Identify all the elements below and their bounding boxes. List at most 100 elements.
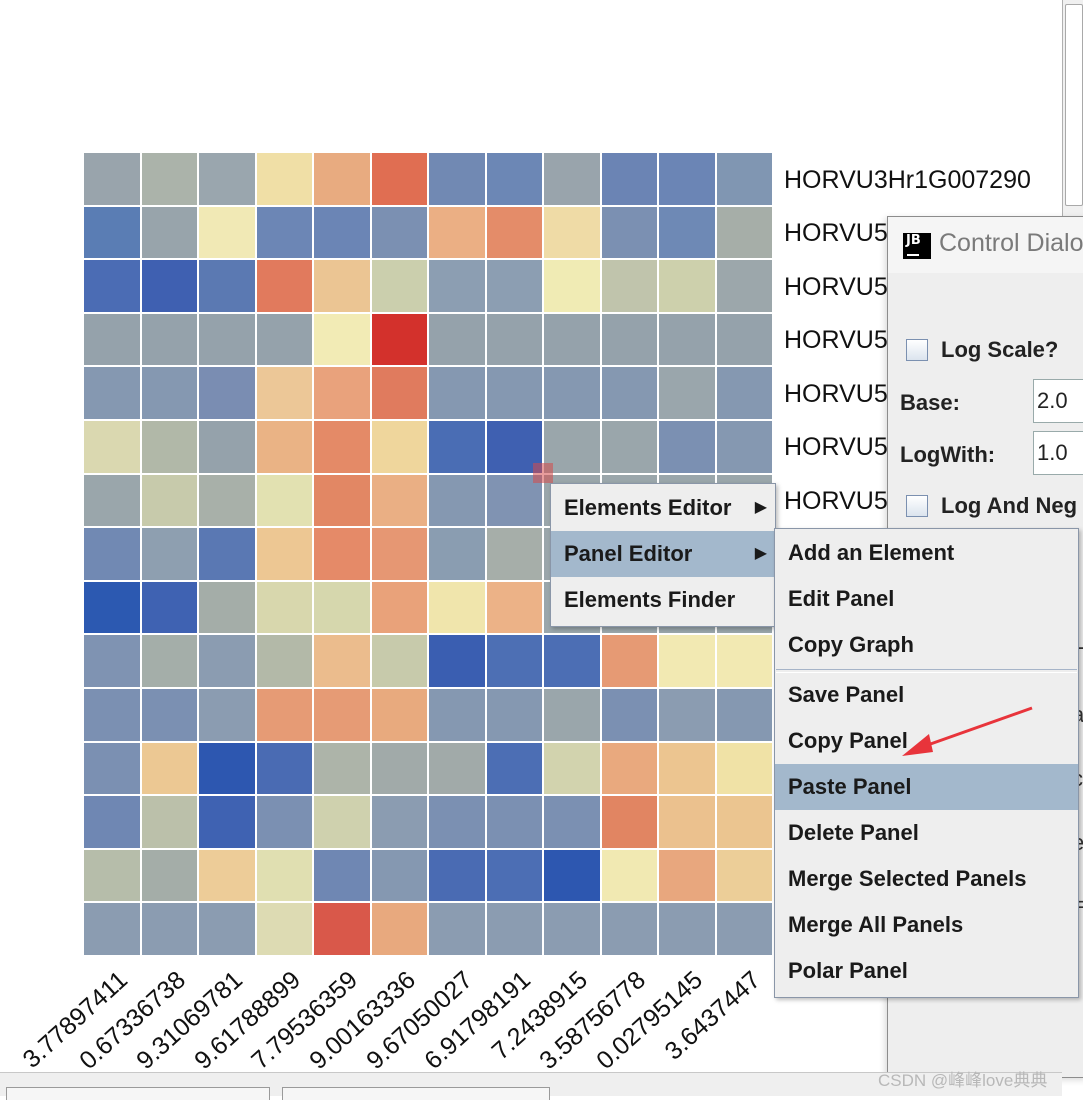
heatmap-cell [141,206,197,259]
logwith-input[interactable]: 1.0 [1033,431,1083,475]
menu-item-merge-all-panels[interactable]: Merge All Panels [775,902,1078,948]
dialog-title: Control Dialo [939,229,1083,257]
heatmap-cell [486,796,542,848]
bottom-tab[interactable] [282,1087,550,1100]
heatmap-cell [659,742,715,795]
heatmap-cell [486,742,542,795]
heatmap-cell [601,742,657,795]
menu-item-label: Elements Editor [564,495,732,520]
heatmap-cell [716,367,772,419]
heatmap-cell [544,206,600,259]
heatmap-cell [601,421,657,473]
row-label: HORVU5 [784,487,888,515]
heatmap-cell [601,796,657,848]
bottom-tab[interactable] [6,1087,270,1100]
heatmap-cell [84,796,140,848]
heatmap-cell [601,635,657,687]
heatmap-cell [84,742,140,795]
heatmap-cell [371,689,427,741]
base-input[interactable]: 2.0 [1033,379,1083,423]
heatmap-cell [716,206,772,259]
menu-item-save-panel[interactable]: Save Panel [775,672,1078,718]
heatmap-cell [314,528,370,580]
heatmap-cell [256,849,312,902]
heatmap-cell [256,689,312,741]
menu-item-elements-finder[interactable]: Elements Finder [551,577,775,623]
heatmap-cell [486,528,542,580]
selection-marker [533,463,553,483]
heatmap-cell [659,849,715,902]
heatmap-cell [601,206,657,259]
heatmap-cell [314,903,370,955]
heatmap-cell [256,581,312,634]
base-label: Base: [900,390,960,415]
menu-item-merge-selected-panels[interactable]: Merge Selected Panels [775,856,1078,902]
heatmap-cell [84,421,140,473]
watermark: CSDN @峰峰love典典 [878,1071,1048,1090]
heatmap-cell [84,367,140,419]
panel-editor-submenu: Add an Element Edit Panel Copy Graph Sav… [774,528,1079,998]
dialog-titlebar[interactable]: JB Control Dialo [888,217,1083,273]
heatmap-cell [601,153,657,205]
heatmap-cell [256,742,312,795]
menu-item-add-element[interactable]: Add an Element [775,530,1078,576]
menu-item-paste-panel[interactable]: Paste Panel [775,764,1078,810]
heatmap-cell [429,313,485,366]
menu-item-polar-panel[interactable]: Polar Panel [775,948,1078,994]
heatmap-cell [659,689,715,741]
heatmap-cell [256,153,312,205]
heatmap-cell [84,528,140,580]
heatmap-cell [199,153,255,205]
heatmap-cell [199,581,255,634]
menu-item-edit-panel[interactable]: Edit Panel [775,576,1078,622]
heatmap-cell [199,689,255,741]
heatmap-cell [314,796,370,848]
heatmap-cell [314,474,370,527]
heatmap-cell [84,689,140,741]
heatmap-cell [84,849,140,902]
heatmap-cell [486,206,542,259]
context-menu: Elements Editor ▶ Panel Editor ▶ Element… [550,483,776,627]
heatmap-cell [429,635,485,687]
menu-item-label: Add an Element [788,540,955,565]
heatmap-cell [429,421,485,473]
heatmap-cell [486,581,542,634]
heatmap-cell [199,528,255,580]
heatmap-cell [601,367,657,419]
menu-item-copy-panel[interactable]: Copy Panel [775,718,1078,764]
heatmap-cell [141,421,197,473]
menu-item-elements-editor[interactable]: Elements Editor ▶ [551,485,775,531]
heatmap-cell [486,313,542,366]
heatmap-cell [486,367,542,419]
heatmap-cell [716,903,772,955]
heatmap-cell [429,153,485,205]
scrollbar-thumb[interactable] [1065,4,1083,206]
row-label: HORVU5 [784,219,888,247]
log-scale-checkbox[interactable] [906,339,928,361]
heatmap-cell [371,421,427,473]
heatmap-cell [314,421,370,473]
menu-item-copy-graph[interactable]: Copy Graph [775,622,1078,668]
heatmap-cell [314,313,370,366]
heatmap-cell [256,421,312,473]
heatmap-cell [256,367,312,419]
heatmap-cell [601,903,657,955]
menu-item-label: Copy Graph [788,632,914,657]
heatmap-cell [199,260,255,312]
menu-item-delete-panel[interactable]: Delete Panel [775,810,1078,856]
heatmap-cell [659,421,715,473]
heatmap-cell [199,796,255,848]
heatmap-cell [659,206,715,259]
log-and-neg-checkbox[interactable] [906,495,928,517]
heatmap-cell [314,153,370,205]
heatmap-cell [141,689,197,741]
heatmap-cell [659,796,715,848]
menu-item-panel-editor[interactable]: Panel Editor ▶ [551,531,775,577]
heatmap-cell [314,635,370,687]
heatmap-cell [314,742,370,795]
heatmap-cell [544,849,600,902]
heatmap-cell [659,153,715,205]
heatmap-cell [256,903,312,955]
heatmap-cell [429,367,485,419]
heatmap-cell [371,903,427,955]
